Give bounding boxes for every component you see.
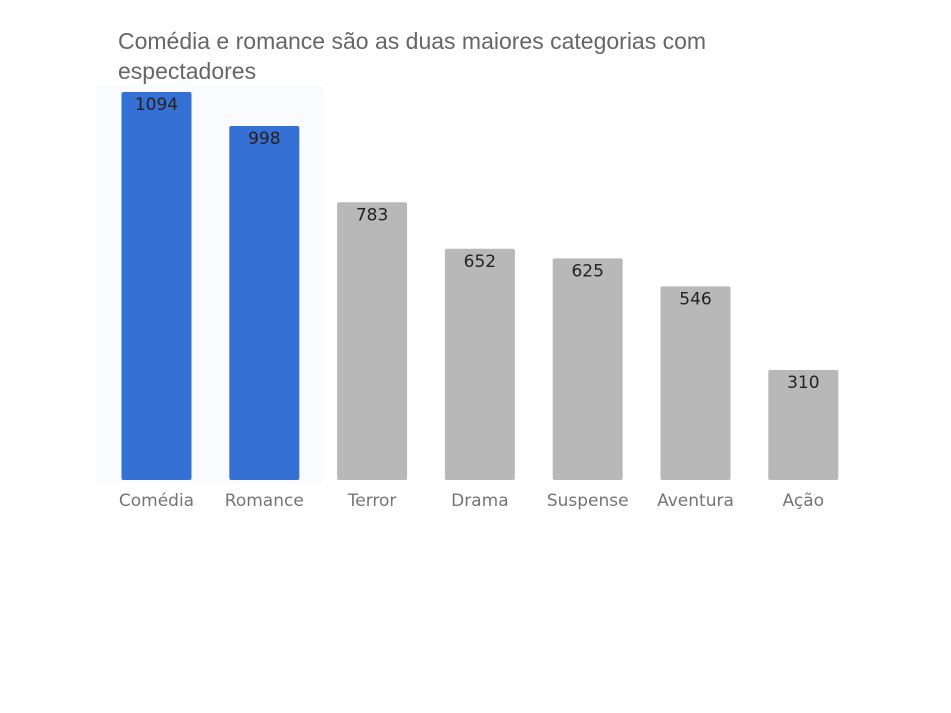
value-label-terror: 783 bbox=[356, 205, 388, 225]
category-label-aventura: Aventura bbox=[657, 491, 734, 511]
bar-terror bbox=[337, 202, 408, 481]
value-label-comédia: 1094 bbox=[135, 95, 178, 115]
value-label-drama: 652 bbox=[464, 252, 496, 272]
bar-romance bbox=[229, 126, 300, 480]
value-labels-layer: 1094 998 783 652 625 546 310 bbox=[135, 95, 820, 393]
category-labels-layer: Comédia Romance Terror Drama Suspense Aventur… bbox=[119, 491, 824, 511]
value-label-suspense: 625 bbox=[571, 261, 603, 281]
bar-drama bbox=[444, 248, 515, 480]
category-label-romance: Romance bbox=[225, 491, 304, 511]
category-label-terror: Terror bbox=[347, 491, 397, 511]
value-label-romance: 998 bbox=[248, 129, 280, 149]
category-label-ação: Ação bbox=[783, 491, 825, 511]
value-label-ação: 310 bbox=[787, 373, 819, 393]
category-label-comédia: Comédia bbox=[119, 491, 194, 511]
category-label-drama: Drama bbox=[451, 491, 508, 511]
bar-ação bbox=[768, 370, 839, 480]
category-label-suspense: Suspense bbox=[547, 491, 629, 511]
bar-suspense bbox=[552, 258, 623, 480]
bar-comédia bbox=[121, 92, 192, 480]
bar-aventura bbox=[660, 286, 731, 480]
chart-title: Comédia e romance são as duas maiores ca… bbox=[118, 28, 707, 84]
bars-layer bbox=[121, 92, 839, 481]
value-label-aventura: 546 bbox=[679, 289, 711, 309]
